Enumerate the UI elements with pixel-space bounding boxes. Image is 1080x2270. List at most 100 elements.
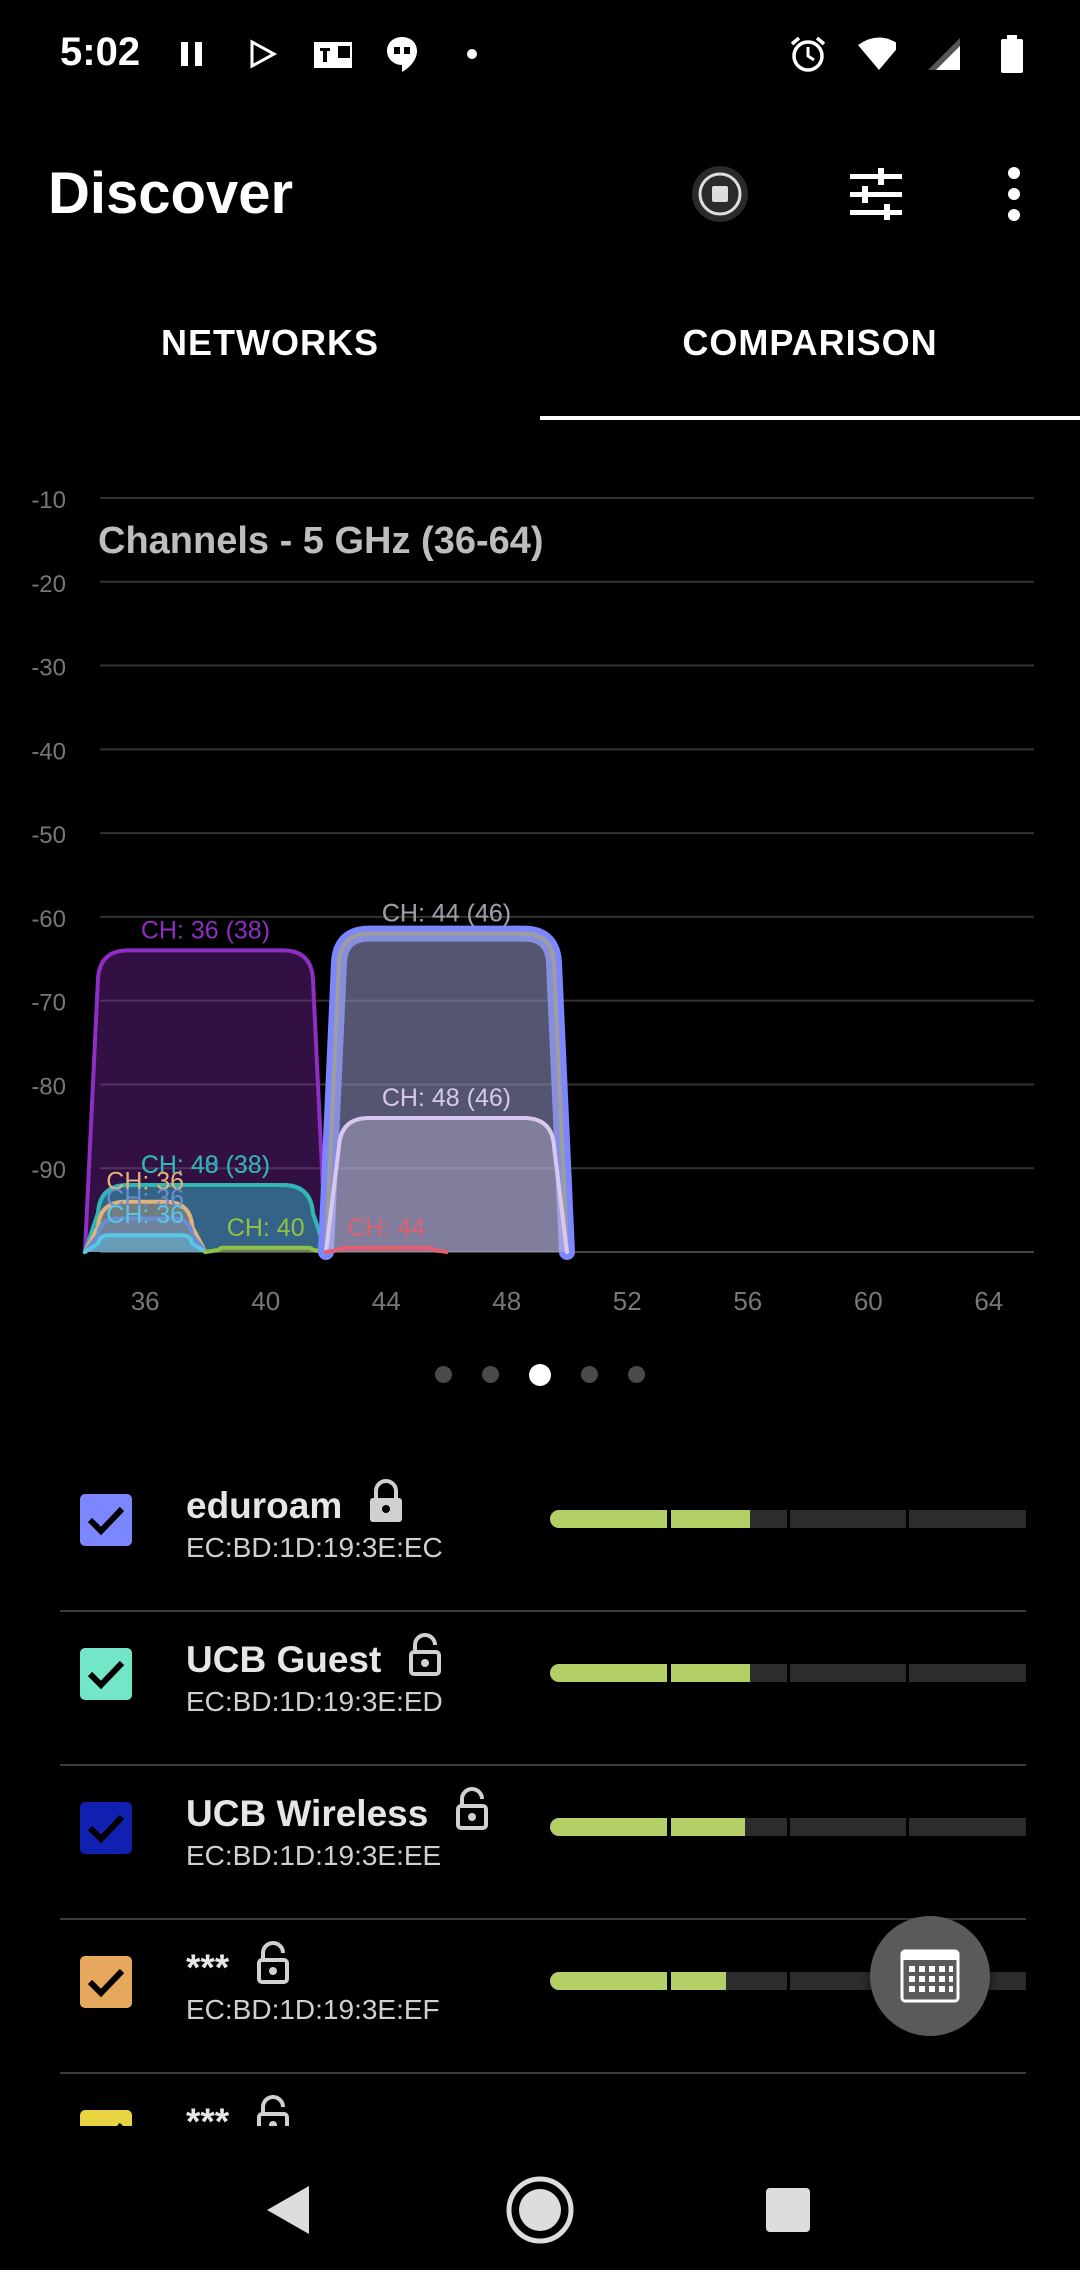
check-icon (87, 1814, 125, 1844)
page-dot (435, 1366, 452, 1383)
hangouts-icon (382, 32, 422, 76)
notification-icons (172, 32, 492, 76)
signal-bar-divider (667, 1818, 672, 1836)
channel-outline (82, 1216, 208, 1254)
channel-label: CH: 48 (38) (141, 1151, 270, 1179)
network-checkbox[interactable] (80, 2110, 132, 2126)
network-ssid: UCB Guest (186, 1638, 382, 1680)
signal-strength-bar (550, 1510, 1026, 1528)
app-title: Discover (48, 161, 294, 226)
battery-icon (992, 32, 1032, 76)
channel-area (84, 1235, 206, 1252)
y-tick-label: -30 (31, 655, 66, 682)
home-button[interactable] (500, 2170, 580, 2250)
network-row[interactable]: *** (60, 2074, 1026, 2126)
signal-level-fill (550, 1510, 750, 1528)
network-ssid: *** (186, 1946, 230, 1988)
check-icon (87, 1506, 125, 1536)
signal-level-fill (550, 1818, 746, 1836)
channel-outline (323, 1115, 569, 1254)
channel-area (325, 933, 567, 1252)
channel-grid-icon (900, 1949, 960, 2003)
page-dot (529, 1364, 551, 1386)
more-vert-icon (1008, 167, 1020, 221)
channel-label: CH: 36 (38) (141, 916, 270, 944)
signal-bar-segment (909, 1510, 1026, 1528)
tab-networks[interactable]: NETWORKS (161, 322, 379, 363)
network-bssid: EC:BD:1D:19:3E:EC (186, 1532, 443, 1563)
y-tick-label: -70 (31, 990, 66, 1017)
channel-chart[interactable]: -10 -20 -30 -40 -50 -60 -70 -80 -90 36 40 44 48 52 56 6… (0, 470, 1080, 1330)
signal-strength-bar (550, 1664, 1026, 1682)
signal-bar-segment (909, 1818, 1026, 1836)
tab-indicator (540, 416, 1080, 420)
tab-comparison[interactable]: COMPARISON (682, 322, 938, 363)
network-ssid: *** (186, 2100, 230, 2127)
navigation-bar (0, 2130, 1080, 2270)
recents-button[interactable] (748, 2170, 828, 2250)
network-bssid: EC:BD:1D:19:3E:ED (186, 1686, 443, 1717)
back-button[interactable] (248, 2170, 328, 2250)
signal-bar-segment (789, 1818, 907, 1836)
network-row[interactable]: UCB Guest EC:BD:1D:19:3E:ED (60, 1612, 1026, 1766)
signal-bar-divider (667, 1972, 672, 1990)
recents-icon (766, 2188, 810, 2232)
channel-label: CH: 36 (106, 1168, 184, 1196)
x-tick-label: 48 (492, 1286, 521, 1316)
network-ssid: UCB Wireless (186, 1792, 429, 1834)
filter-sliders-icon (850, 168, 902, 220)
system-icons (788, 32, 1032, 76)
page-dot (581, 1366, 598, 1383)
more-options-button[interactable] (978, 158, 1050, 230)
channel-area (325, 933, 567, 1252)
check-icon (87, 1968, 125, 1998)
channel-rating-fab[interactable] (870, 1916, 990, 2036)
network-row[interactable]: UCB Wireless EC:BD:1D:19:3E:EE (60, 1766, 1026, 1920)
channel-outline (82, 1182, 328, 1254)
filter-button[interactable] (840, 158, 912, 230)
check-icon (116, 2122, 124, 2126)
lock-icon (366, 1478, 406, 1533)
signal-bar-segment (789, 1510, 907, 1528)
channel-outline (82, 1233, 208, 1254)
pause-icon (172, 32, 212, 76)
network-bssid: EC:BD:1D:19:3E:EE (186, 1840, 442, 1871)
channel-label: CH: 44 (347, 1214, 425, 1242)
channel-label: CH: 36 (106, 1201, 184, 1229)
channel-area (84, 1201, 206, 1252)
channel-label: CH: 40 (227, 1214, 305, 1242)
page-dot (482, 1366, 499, 1383)
dot-icon (452, 32, 492, 76)
stop-scan-button[interactable] (684, 158, 756, 230)
y-tick-label: -40 (31, 738, 66, 765)
cell-signal-icon (924, 32, 964, 76)
network-list[interactable]: eduroam EC:BD:1D:19:3E:EC UCB Guest EC:BD:1… (60, 1458, 1026, 2126)
x-tick-label: 36 (131, 1286, 160, 1316)
channel-label: CH: 36 (106, 1184, 184, 1212)
network-checkbox[interactable] (80, 1648, 132, 1700)
wifi-icon (856, 32, 896, 76)
x-tick-label: 60 (854, 1286, 883, 1316)
channel-label: CH: 40 (227, 1214, 305, 1242)
back-icon (267, 2186, 309, 2234)
network-checkbox[interactable] (80, 1956, 132, 2008)
channel-outline (203, 1245, 328, 1254)
channel-label: CH: 48 (46) (382, 1084, 511, 1112)
channel-area (84, 950, 326, 1252)
network-checkbox[interactable] (80, 1494, 132, 1546)
status-time: 5:02 (60, 30, 141, 74)
channel-label: CH: 40 (38) (141, 1151, 270, 1179)
channel-label: CH: 44 (46) (382, 900, 511, 928)
lock-open-icon (452, 1786, 492, 1841)
y-tick-label: -10 (31, 487, 66, 514)
network-checkbox[interactable] (80, 1802, 132, 1854)
signal-bar-divider (667, 1664, 672, 1682)
channel-outline (82, 948, 328, 1254)
check-icon (87, 1660, 125, 1690)
y-tick-label: -20 (31, 571, 66, 598)
network-row[interactable]: eduroam EC:BD:1D:19:3E:EC (60, 1458, 1026, 1612)
x-tick-label: 56 (733, 1286, 762, 1316)
home-icon (506, 2176, 574, 2244)
network-bssid: EC:BD:1D:19:3E:EF (186, 1994, 440, 2025)
news-icon (312, 32, 352, 76)
